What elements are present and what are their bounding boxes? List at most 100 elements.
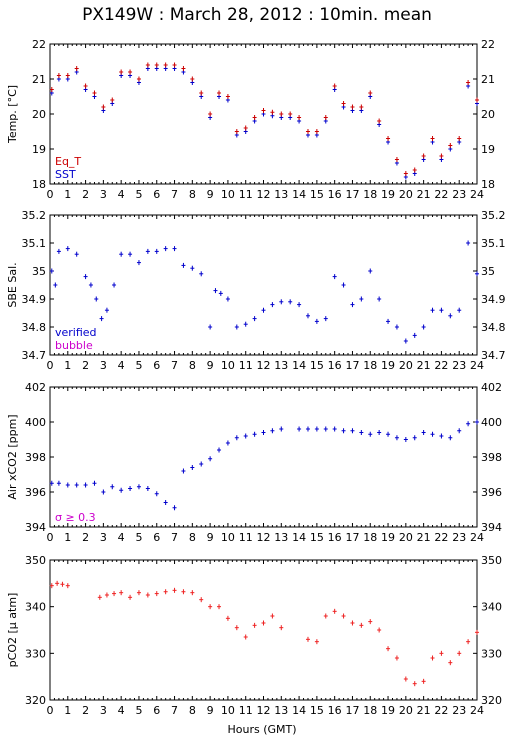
y-tick-label-left: 394 [25, 521, 46, 534]
y-tick-label-left: 396 [25, 486, 46, 499]
x-tick-label: 22 [434, 359, 448, 372]
y-tick-label-left: 320 [25, 694, 46, 707]
x-tick-label: 0 [47, 704, 54, 717]
x-tick-label: 19 [381, 188, 395, 201]
legend-entry: SST [55, 168, 76, 181]
x-tick-label: 12 [257, 531, 271, 544]
y-tick-label-left: 34.9 [22, 293, 47, 306]
y-tick-label-left: 20 [32, 108, 46, 121]
x-tick-label: 1 [64, 531, 71, 544]
x-tick-label: 22 [434, 188, 448, 201]
x-tick-label: 5 [135, 704, 142, 717]
x-tick-label: 6 [153, 531, 160, 544]
x-tick-label: 24 [470, 704, 484, 717]
x-tick-label: 20 [399, 704, 413, 717]
x-tick-label: 1 [64, 704, 71, 717]
panels: 0 1 2 3 4 5 6 7 8 9 10 11 12 13 14 15 16 17 18 19 20 21 22 23 24… [6, 38, 506, 717]
legend-entry: Eq_T [55, 155, 81, 168]
y-tick-label-left: 35 [32, 265, 46, 278]
x-tick-label: 13 [274, 359, 288, 372]
y-tick-label-right: 396 [481, 486, 502, 499]
x-axis-label: Hours (GMT) [227, 723, 296, 736]
legend-entry: bubble [55, 339, 93, 352]
x-tick-label: 15 [310, 704, 324, 717]
y-tick-label-right: 340 [481, 601, 502, 614]
y-axis-label: pCO2 [µ atm] [6, 593, 19, 668]
x-tick-label: 2 [82, 188, 89, 201]
x-tick-label: 16 [328, 704, 342, 717]
y-tick-label-right: 34.8 [481, 321, 506, 334]
x-tick-label: 23 [452, 704, 466, 717]
x-tick-label: 3 [100, 188, 107, 201]
x-tick-label: 9 [207, 359, 214, 372]
x-tick-label: 4 [118, 704, 125, 717]
y-tick-label-left: 398 [25, 451, 46, 464]
x-tick-label: 16 [328, 531, 342, 544]
x-tick-label: 18 [363, 704, 377, 717]
y-tick-label-right: 330 [481, 647, 502, 660]
x-tick-label: 20 [399, 188, 413, 201]
y-tick-label-right: 18 [481, 178, 495, 191]
x-tick-label: 0 [47, 359, 54, 372]
chart-title: PX149W : March 28, 2012 : 10min. mean [82, 5, 432, 25]
x-tick-label: 10 [221, 359, 235, 372]
x-tick-label: 12 [257, 704, 271, 717]
series [49, 419, 479, 511]
x-tick-label: 21 [417, 531, 431, 544]
y-tick-label-right: 19 [481, 143, 495, 156]
x-tick-label: 3 [100, 704, 107, 717]
series [49, 240, 479, 344]
x-tick-label: 8 [189, 531, 196, 544]
x-tick-label: 0 [47, 531, 54, 544]
x-tick-label: 24 [470, 188, 484, 201]
y-tick-label-right: 398 [481, 451, 502, 464]
x-tick-label: 10 [221, 188, 235, 201]
x-tick-label: 11 [239, 359, 253, 372]
x-tick-label: 18 [363, 531, 377, 544]
x-tick-label: 18 [363, 188, 377, 201]
x-tick-label: 14 [292, 188, 306, 201]
x-tick-label: 19 [381, 704, 395, 717]
y-tick-label-right: 394 [481, 521, 502, 534]
y-tick-label-left: 34.8 [22, 321, 47, 334]
x-tick-label: 19 [381, 359, 395, 372]
x-tick-label: 16 [328, 359, 342, 372]
y-tick-label-right: 35.2 [481, 209, 506, 222]
x-tick-label: 21 [417, 359, 431, 372]
y-tick-label-right: 320 [481, 694, 502, 707]
x-tick-label: 15 [310, 188, 324, 201]
y-tick-label-left: 35.2 [22, 209, 47, 222]
x-tick-label: 10 [221, 531, 235, 544]
x-tick-label: 0 [47, 188, 54, 201]
y-axis-label: SBE Sal. [6, 262, 19, 307]
x-tick-label: 7 [171, 359, 178, 372]
x-tick-label: 3 [100, 531, 107, 544]
x-tick-label: 6 [153, 359, 160, 372]
x-tick-label: 9 [207, 531, 214, 544]
x-tick-label: 3 [100, 359, 107, 372]
x-tick-label: 7 [171, 188, 178, 201]
x-tick-label: 1 [64, 359, 71, 372]
x-tick-label: 15 [310, 359, 324, 372]
panel-1: 0 1 2 3 4 5 6 7 8 9 10 11 12 13 14 15 16 17 18 19 20 21 22 23 24… [6, 38, 495, 201]
y-tick-label-right: 400 [481, 416, 502, 429]
y-tick-label-left: 340 [25, 601, 46, 614]
x-tick-label: 2 [82, 704, 89, 717]
y-tick-label-right: 22 [481, 38, 495, 51]
x-tick-label: 24 [470, 359, 484, 372]
x-tick-label: 17 [345, 531, 359, 544]
x-tick-label: 9 [207, 188, 214, 201]
x-tick-label: 12 [257, 359, 271, 372]
y-tick-label-left: 18 [32, 178, 46, 191]
plot-frame [49, 559, 478, 701]
x-tick-label: 8 [189, 188, 196, 201]
x-tick-label: 14 [292, 704, 306, 717]
y-tick-label-left: 34.7 [22, 349, 47, 362]
x-tick-label: 20 [399, 531, 413, 544]
x-tick-label: 22 [434, 704, 448, 717]
x-tick-label: 8 [189, 359, 196, 372]
x-tick-label: 23 [452, 359, 466, 372]
x-tick-label: 9 [207, 704, 214, 717]
y-axis-label: Air xCO2 [ppm] [6, 414, 19, 499]
x-tick-label: 21 [417, 188, 431, 201]
